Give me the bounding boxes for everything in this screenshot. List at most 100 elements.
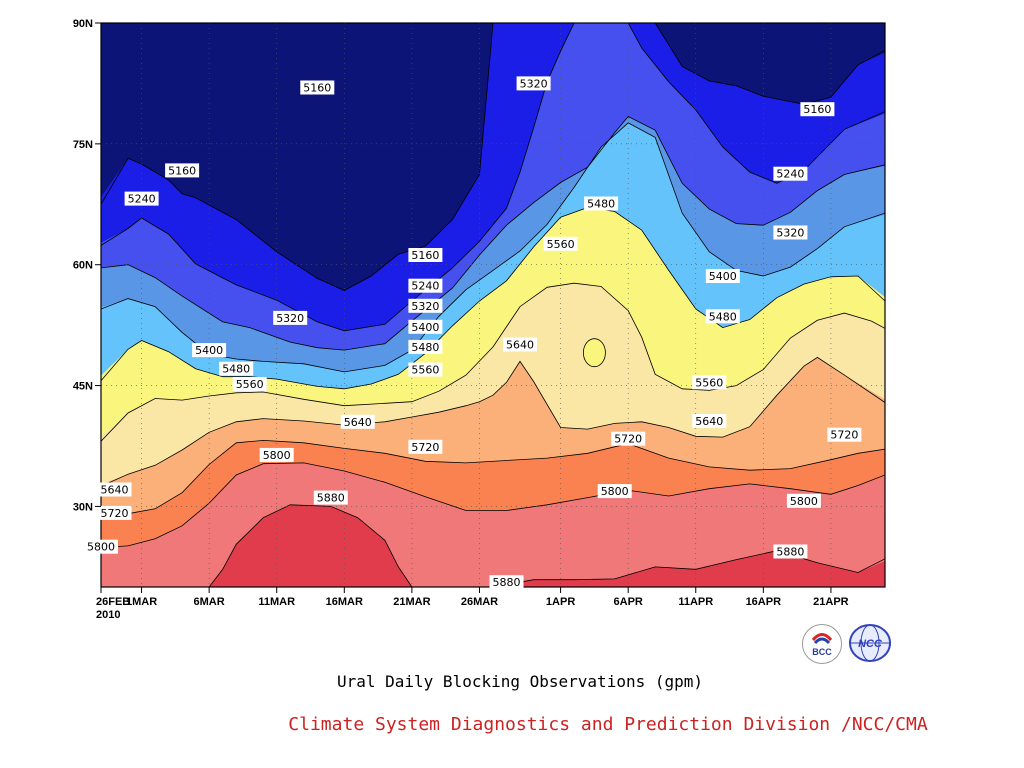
contour-label: 5240 [773, 166, 808, 181]
contour-line-5320 [101, 115, 885, 351]
x-tick-label: 1APR [546, 596, 575, 608]
contour-label: 5640 [97, 482, 132, 497]
contour-label: 5400 [705, 269, 740, 283]
contour-label-box [192, 343, 227, 358]
contour-label-box [408, 439, 443, 454]
contour-label: 5320 [273, 310, 308, 325]
contour-label: 5480 [705, 309, 740, 324]
contour-label-box [408, 362, 443, 377]
contour-label-text: 5720 [411, 441, 439, 454]
contour-label-text: 5880 [493, 576, 521, 589]
contour-label: 5160 [800, 102, 835, 117]
contour-label-text: 5320 [776, 227, 804, 240]
contour-label: 5480 [584, 196, 619, 211]
contour-label: 5320 [516, 76, 551, 91]
contour-label: 5400 [192, 343, 227, 358]
contour-label-text: 5320 [276, 312, 304, 325]
contour-label-text: 5560 [236, 378, 264, 391]
chart-title: Ural Daily Blocking Observations (gpm) [336, 672, 704, 691]
contour-fill-layer [101, 23, 885, 587]
y-tick-label: 30N [73, 501, 93, 513]
contour-label-text: 5800 [263, 449, 291, 462]
contour-label-box [84, 539, 118, 554]
contour-label-text: 5800 [87, 541, 115, 554]
contour-label-box [97, 482, 132, 497]
x-tick-label: 16APR [746, 596, 782, 608]
contour-label: 5160 [165, 163, 200, 178]
contour-label-text: 5400 [709, 270, 737, 283]
contour-label-text: 5160 [303, 82, 331, 95]
contour-label-text: 5800 [790, 495, 818, 508]
contour-label-text: 5640 [344, 416, 372, 429]
contour-label-text: 5720 [614, 433, 642, 446]
contour-label-text: 5640 [506, 339, 534, 352]
contour-line-5560 [101, 282, 885, 442]
contour-label: 5560 [543, 236, 578, 251]
contour-label: 5480 [219, 361, 254, 376]
contour-label: 5880 [489, 575, 524, 590]
contour-line-5640 [101, 356, 885, 487]
contour-label-box [340, 414, 375, 429]
contour-label-text: 5160 [411, 249, 439, 262]
x-tick-label: 21MAR [393, 596, 430, 608]
contour-label: 5400 [408, 319, 443, 334]
x-tick-label: 21APR [813, 596, 849, 608]
contour-label-text: 5880 [776, 546, 804, 559]
contour-label-box [313, 490, 348, 505]
contour-label: 5560 [692, 375, 727, 390]
contour-label-box [692, 414, 727, 428]
y-axis: 30N 45N 60N 75N 90N [73, 18, 101, 513]
contour-label-text: 5560 [411, 364, 439, 377]
contour-label-box [611, 431, 646, 446]
contour-label-text: 5400 [195, 344, 223, 357]
contour-label-box [705, 269, 740, 283]
contour-label-box [705, 309, 740, 324]
contour-label: 5640 [340, 414, 375, 429]
x-tick-label: 1MAR [126, 596, 157, 608]
contour-label-text: 5560 [547, 238, 575, 251]
contour-label: 5480 [408, 339, 443, 354]
contour-label-box [786, 493, 821, 508]
contour-label-box [543, 236, 578, 251]
contour-label-box [408, 339, 443, 354]
closed-contour-5560 [583, 338, 606, 368]
contour-label-text: 5640 [101, 484, 129, 497]
x-tick-label: 11APR [678, 596, 713, 608]
contour-label-box [259, 447, 294, 462]
contour-line-layer [101, 23, 885, 587]
contour-label: 5640 [503, 337, 537, 352]
ncc-logo: NCC [848, 622, 892, 664]
y-tick-label: 90N [73, 18, 93, 30]
contour-label: 5240 [408, 278, 443, 293]
contour-label-text: 5320 [411, 300, 439, 313]
credit-line: Climate System Diagnostics and Predictio… [288, 714, 928, 735]
contour-label-box [124, 191, 159, 206]
contour-label-box [692, 375, 727, 390]
contour-label: 5560 [232, 377, 267, 391]
contour-label-box [165, 163, 200, 178]
contour-line-5480 [101, 207, 885, 390]
contour-label-text: 5640 [695, 415, 723, 428]
x-tick-label: 26MAR [461, 596, 498, 608]
contour-label-text: 5480 [411, 341, 439, 354]
contour-label-box [489, 575, 524, 590]
contour-label: 5320 [408, 298, 443, 313]
x-tick-label: 16MAR [326, 596, 363, 608]
contour-label-text: 5880 [317, 492, 345, 505]
ncc-logo-text: NCC [858, 638, 883, 650]
contour-label-text: 5800 [601, 485, 629, 498]
contour-label: 5880 [773, 544, 808, 559]
contour-label-box [584, 196, 619, 211]
contour-label: 5800 [597, 484, 632, 499]
contour-line-5880 [492, 550, 885, 587]
contour-label-text: 5160 [803, 103, 831, 116]
contour-label-text: 5240 [776, 168, 804, 181]
x-tick-label: 6MAR [194, 596, 225, 608]
contour-label-text: 5560 [695, 376, 723, 389]
contour-line-5800 [101, 462, 885, 548]
contour-label-text: 5480 [709, 310, 737, 323]
contour-label-text: 5320 [520, 77, 548, 90]
contour-label: 5800 [84, 539, 118, 554]
contour-label: 5640 [692, 414, 727, 428]
